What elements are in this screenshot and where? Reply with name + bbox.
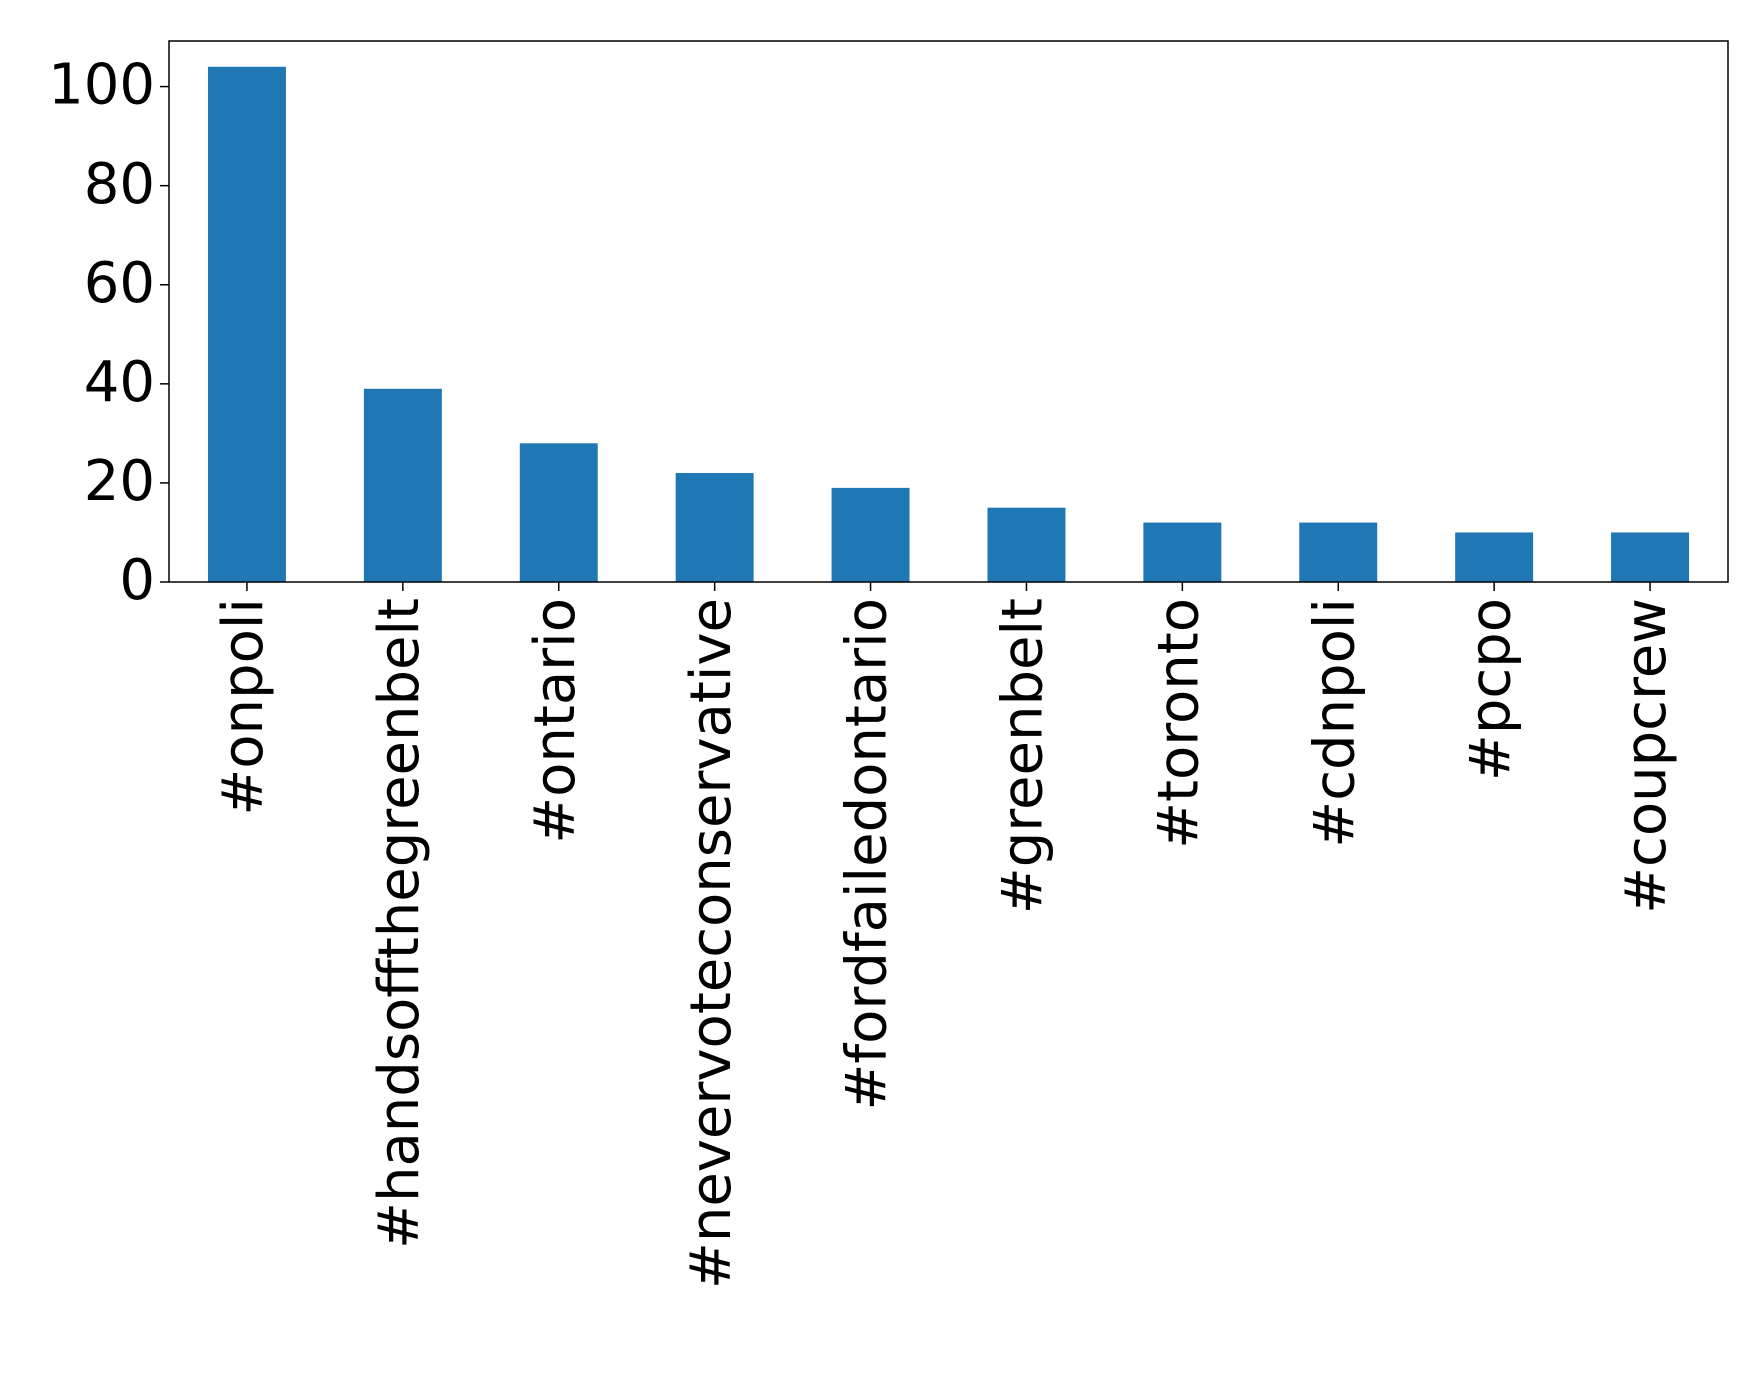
bar (1299, 522, 1378, 582)
y-tick-label: 100 (48, 53, 155, 118)
y-tick-label: 80 (84, 152, 155, 217)
y-tick-label: 0 (119, 548, 155, 613)
x-tick-label: #onpoli (211, 598, 276, 816)
x-tick-label: #coupcrew (1614, 598, 1679, 914)
bar (207, 66, 286, 582)
bar (1143, 522, 1222, 582)
bar (363, 388, 442, 582)
plot-frame (168, 40, 1729, 583)
x-tick-label: #handsoffthegreenbelt (367, 598, 432, 1249)
y-tick-label: 20 (84, 449, 155, 514)
x-tick-label: #ontario (523, 598, 588, 844)
bar (1611, 532, 1690, 582)
x-tick-label: #toronto (1146, 598, 1211, 849)
bar (519, 443, 598, 582)
bar (1455, 532, 1534, 582)
x-tick-label: #cdnpoli (1302, 598, 1367, 848)
x-tick-label: #nevervoteconservative (679, 598, 744, 1289)
y-tick-label: 40 (84, 350, 155, 415)
x-tick-label: #fordfailedontario (835, 598, 900, 1111)
x-tick-label: #greenbelt (991, 598, 1056, 914)
x-tick-label: #pcpo (1458, 598, 1523, 781)
bar (675, 473, 754, 582)
bar (987, 507, 1066, 582)
y-tick-label: 60 (84, 251, 155, 316)
bar (831, 487, 910, 582)
